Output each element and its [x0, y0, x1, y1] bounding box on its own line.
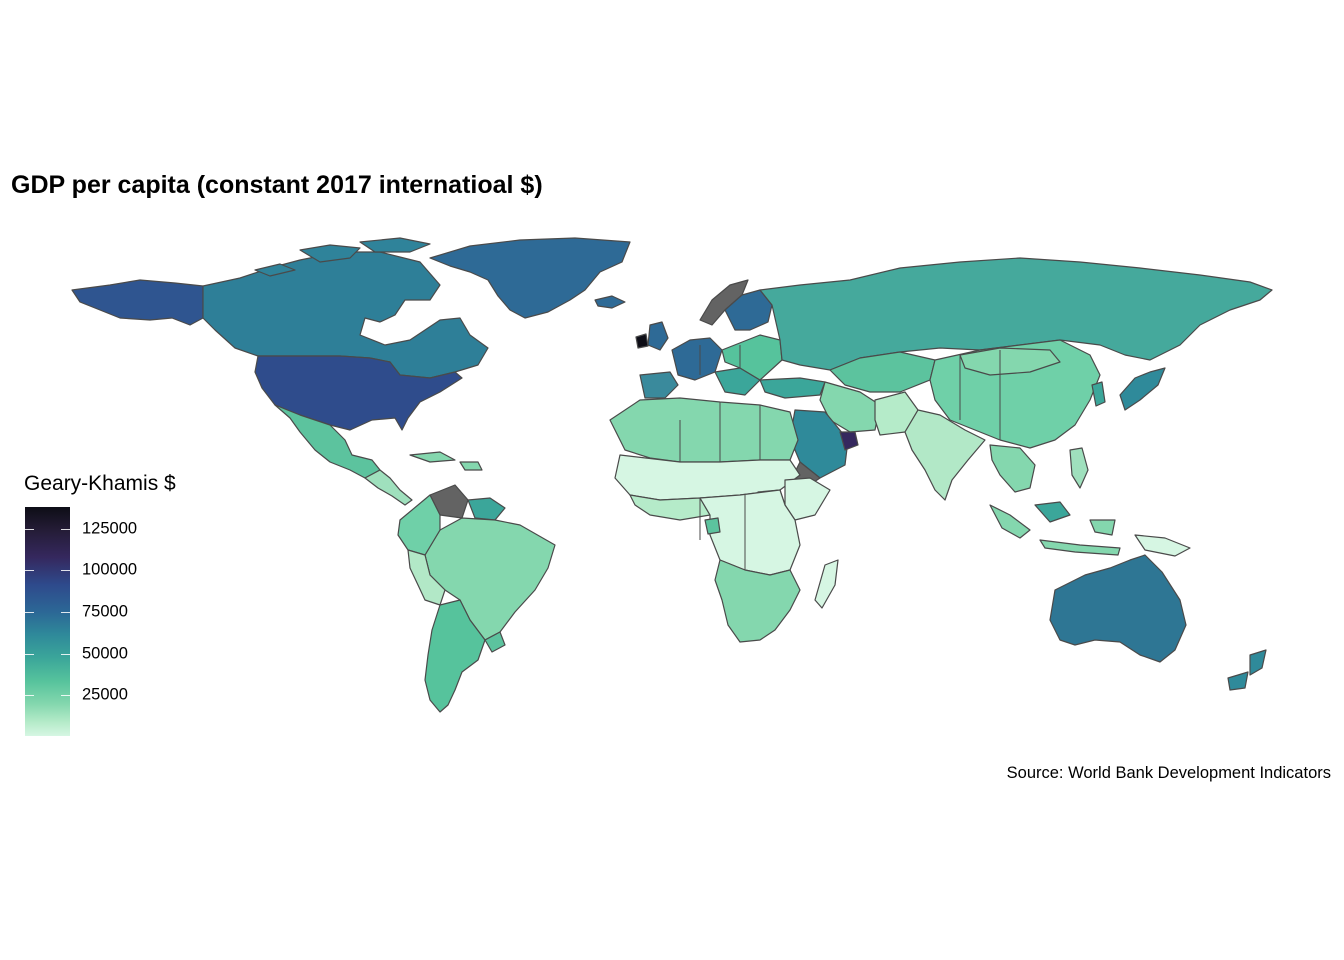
legend-tick-left [25, 528, 34, 530]
region-andes-north [397, 494, 441, 556]
region-japan [1119, 367, 1166, 411]
map-caption: Source: World Bank Development Indicator… [1006, 764, 1331, 782]
region-india [904, 409, 986, 501]
region-iceland [594, 295, 626, 309]
region-north-africa [609, 397, 799, 463]
region-caribbean [409, 451, 483, 471]
region-turkey [759, 377, 826, 399]
region-malaysia [1034, 501, 1071, 523]
border-asia [959, 350, 1001, 440]
legend-tick-label: 75000 [82, 602, 128, 621]
legend-tick-right [61, 653, 70, 655]
legend-tick-label: 100000 [82, 560, 138, 579]
legend-color-bar [25, 507, 70, 736]
region-italy-balkans [714, 367, 761, 396]
legend-tick-left [25, 653, 34, 655]
region-norway [699, 279, 749, 326]
legend-tick-label: 50000 [82, 644, 128, 663]
region-eastern-europe [721, 334, 783, 381]
region-spain [639, 371, 679, 399]
region-uruguay [484, 631, 506, 653]
region-philippines [1069, 447, 1089, 489]
region-indochina [989, 444, 1036, 493]
legend-tick-right [61, 528, 70, 530]
region-alaska [71, 279, 204, 326]
region-indonesia [989, 504, 1121, 556]
legend-tick-left [25, 695, 34, 697]
region-horn-africa [784, 477, 831, 521]
region-gulf-states [839, 431, 859, 451]
region-russia [759, 257, 1273, 371]
legend-tick-label: 125000 [82, 519, 138, 538]
region-gabon [704, 517, 721, 535]
region-mongolia [959, 347, 1061, 376]
legend-tick-right [61, 695, 70, 697]
region-new-zealand [1227, 649, 1267, 691]
region-madagascar [814, 559, 839, 609]
region-korea [1091, 381, 1106, 407]
region-sweden-finland [724, 289, 773, 331]
map-borders [258, 345, 1001, 570]
region-greenland [429, 237, 631, 319]
legend-tick-left [25, 570, 34, 572]
border-africa [679, 402, 761, 570]
legend-tick-right [61, 611, 70, 613]
region-ireland [635, 333, 649, 349]
region-argentina [424, 599, 486, 713]
border-europe [699, 345, 741, 375]
legend-title: Geary-Khamis $ [24, 472, 176, 495]
region-uk [647, 321, 669, 351]
region-australia [1049, 554, 1187, 663]
countries [71, 237, 1273, 713]
region-arctic-islands [254, 237, 431, 277]
region-southern-africa [714, 559, 801, 643]
region-central-america [364, 469, 413, 506]
region-france-germany [671, 337, 723, 381]
map-title: GDP per capita (constant 2017 internatio… [11, 171, 543, 199]
legend-tick-left [25, 611, 34, 613]
region-guianas [467, 497, 506, 521]
legend-tick-right [61, 570, 70, 572]
region-png [1134, 534, 1191, 557]
region-iran [819, 381, 881, 433]
region-west-africa [629, 494, 711, 521]
legend-tick-label: 25000 [82, 685, 128, 704]
